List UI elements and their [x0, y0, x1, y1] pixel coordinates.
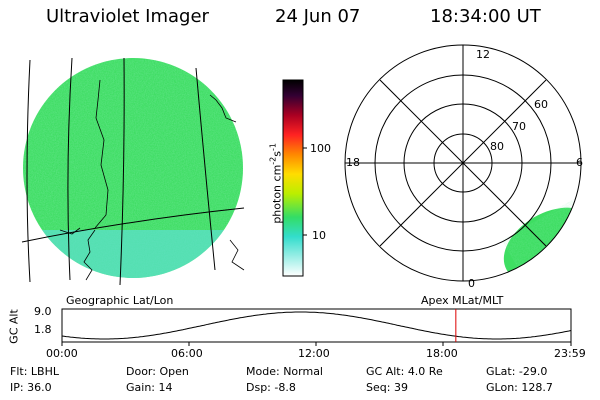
polar-panel-label: Apex MLat/MLT [421, 294, 504, 307]
orbit-xtick-4: 23:59 [554, 347, 586, 360]
info-seq-label: Seq: [366, 381, 391, 394]
info-gc-alt-label: GC Alt: [366, 365, 405, 378]
info-flt-value: LBHL [30, 365, 59, 378]
info-mode-label: Mode: [246, 365, 280, 378]
info-dsp-value: -8.8 [274, 381, 296, 394]
geographic-image [21, 57, 245, 286]
info-seq-value: 39 [393, 381, 408, 394]
info-flt-label: Flt: [10, 365, 28, 378]
mlat-label-80: 80 [490, 140, 504, 153]
header-time: 18:34:00 UT [430, 6, 541, 27]
orbit-ytick-bottom: 1.8 [34, 323, 52, 336]
mlat-label-70: 70 [512, 120, 526, 133]
info-gc-alt: GC Alt: 4.0 Re [366, 365, 443, 378]
colorbar-tick-10: 10 [312, 229, 326, 242]
orbit-ylabel: GC Alt [7, 309, 21, 344]
orbit-altitude-plot [61, 308, 572, 346]
colorbar-unit-label: photon cm-2s-1 [269, 113, 284, 253]
info-glon-label: GLon: [486, 381, 518, 394]
orbit-xtick-3: 18:00 [426, 347, 458, 360]
colorbar-unit-exp1: -2 [268, 156, 278, 165]
page-title: Ultraviolet Imager [46, 6, 209, 27]
info-flt: Flt: LBHL [10, 365, 59, 378]
info-mode-value: Normal [283, 365, 323, 378]
info-gain-value: 14 [158, 381, 173, 394]
info-glat: GLat: -29.0 [486, 365, 547, 378]
info-door-value: Open [159, 365, 189, 378]
orbit-ytick-top: 9.0 [34, 305, 52, 318]
info-door: Door: Open [126, 365, 189, 378]
info-gain: Gain: 14 [126, 381, 173, 394]
info-door-label: Door: [126, 365, 156, 378]
orbit-xtick-0: 00:00 [46, 347, 78, 360]
info-gain-label: Gain: [126, 381, 155, 394]
mlt-label-18: 18 [346, 156, 360, 169]
geographic-grid-lines [21, 57, 245, 286]
polar-plot [344, 44, 582, 282]
info-ip: IP: 36.0 [10, 381, 52, 394]
orbit-altitude-curve [61, 311, 572, 340]
polar-grid [344, 44, 582, 282]
info-glon-value: 128.7 [521, 381, 553, 394]
info-gc-alt-value: 4.0 Re [407, 365, 443, 378]
info-glat-value: -29.0 [518, 365, 548, 378]
info-ip-value: 36.0 [27, 381, 52, 394]
info-glat-label: GLat: [486, 365, 516, 378]
mlt-label-6: 6 [576, 156, 583, 169]
colorbar-unit-exp2: -1 [268, 143, 278, 151]
colorbar [282, 79, 307, 277]
colorbar-unit-mid: s [270, 150, 284, 157]
info-dsp-label: Dsp: [246, 381, 271, 394]
info-mode: Mode: Normal [246, 365, 323, 378]
mlat-label-60: 60 [534, 98, 548, 111]
colorbar-unit-text: photon cm [270, 164, 284, 224]
info-ip-label: IP: [10, 381, 24, 394]
orbit-xtick-1: 06:00 [171, 347, 203, 360]
mlt-label-12: 12 [476, 48, 490, 61]
info-glon: GLon: 128.7 [486, 381, 553, 394]
orbit-xtick-2: 12:00 [298, 347, 330, 360]
mlt-label-0: 0 [468, 277, 475, 290]
coastline-lines [59, 79, 245, 281]
header-date: 24 Jun 07 [275, 6, 361, 27]
info-seq: Seq: 39 [366, 381, 408, 394]
orbit-x-ticks [61, 342, 572, 346]
colorbar-tick-100: 100 [310, 142, 331, 155]
info-dsp: Dsp: -8.8 [246, 381, 296, 394]
geo-panel-label: Geographic Lat/Lon [66, 294, 174, 307]
